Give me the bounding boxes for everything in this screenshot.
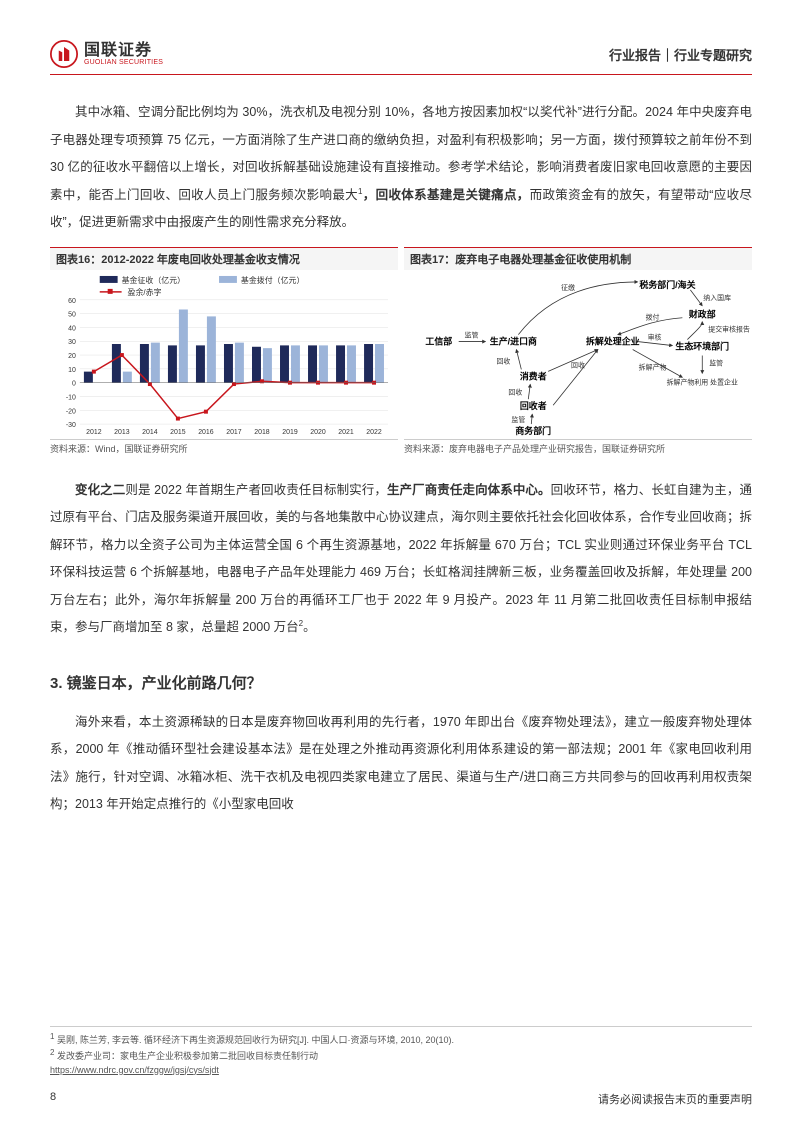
page-header: 国联证券 GUOLIAN SECURITIES 行业报告｜行业专题研究 <box>50 40 752 75</box>
svg-text:2016: 2016 <box>198 429 214 436</box>
svg-text:征缴: 征缴 <box>561 282 575 291</box>
chart-17-title: 图表17：废弃电子电器处理基金征收使用机制 <box>404 247 752 270</box>
svg-text:2019: 2019 <box>282 429 298 436</box>
chart-16-svg: 基金征收（亿元） 基金拨付（亿元） 盈余/赤字 2012 2013 2014 2015… <box>50 270 398 439</box>
logo: 国联证券 GUOLIAN SECURITIES <box>50 40 163 68</box>
chart-row: 图表16：2012-2022 年废电回收处理基金收支情况 基金征收（亿元） 基金… <box>50 247 752 457</box>
paragraph-1: 其中冰箱、空调分配比例均为 30%，洗衣机及电视分别 10%，各地方按因素加权“… <box>50 99 752 237</box>
svg-text:2014: 2014 <box>142 429 158 436</box>
logo-name-cn: 国联证券 <box>84 43 163 59</box>
svg-text:监管: 监管 <box>511 415 525 424</box>
svg-text:20: 20 <box>68 353 76 360</box>
svg-text:拆解产物利用 处置企业: 拆解产物利用 处置企业 <box>667 377 738 386</box>
svg-text:基金拨付（亿元）: 基金拨付（亿元） <box>241 274 305 284</box>
svg-text:纳入国库: 纳入国库 <box>703 292 731 301</box>
svg-text:财政部: 财政部 <box>688 308 716 319</box>
page-number: 8 <box>50 1091 56 1107</box>
footnote-link[interactable]: https://www.ndrc.gov.cn/fzggw/jgsj/cys/s… <box>50 1065 219 1075</box>
chart-16: 图表16：2012-2022 年废电回收处理基金收支情况 基金征收（亿元） 基金… <box>50 247 398 457</box>
svg-text:拆解处理企业: 拆解处理企业 <box>586 335 640 346</box>
logo-name-en: GUOLIAN SECURITIES <box>84 59 163 66</box>
svg-text:10: 10 <box>68 366 76 373</box>
chart-17-source: 资料来源：废弃电器电子产品处理产业研究报告，国联证券研究所 <box>404 440 752 457</box>
svg-text:2013: 2013 <box>114 429 130 436</box>
svg-text:2020: 2020 <box>310 429 326 436</box>
svg-text:拆解产物: 拆解产物 <box>639 362 667 371</box>
footnotes: 1 吴刚, 陈兰芳, 李云等. 循环经济下再生资源规范回收行为研究[J]. 中国… <box>50 1026 752 1078</box>
svg-text:60: 60 <box>68 297 76 304</box>
svg-text:商务部门: 商务部门 <box>515 425 551 436</box>
chart-16-title: 图表16：2012-2022 年废电回收处理基金收支情况 <box>50 247 398 270</box>
svg-text:工信部: 工信部 <box>425 335 452 346</box>
svg-text:盈余/赤字: 盈余/赤字 <box>128 286 162 296</box>
svg-text:0: 0 <box>72 380 76 387</box>
svg-text:2015: 2015 <box>170 429 186 436</box>
svg-text:拨付: 拨付 <box>646 312 660 321</box>
svg-text:回收者: 回收者 <box>520 400 547 411</box>
logo-icon <box>50 40 78 68</box>
svg-text:消费者: 消费者 <box>520 370 547 381</box>
svg-text:2017: 2017 <box>226 429 242 436</box>
chart-17-svg: 税务部门/海关 财政部 工信部 生产/进口商 拆解处理企业 生态环境部门 消费者… <box>404 270 752 439</box>
footer-disclaimer: 请务必阅读报告末页的重要声明 <box>598 1091 752 1107</box>
svg-text:2021: 2021 <box>338 429 354 436</box>
svg-text:审核: 审核 <box>648 332 662 341</box>
svg-text:2022: 2022 <box>366 429 382 436</box>
svg-text:基金征收（亿元）: 基金征收（亿元） <box>122 274 186 284</box>
svg-text:提交审核报告: 提交审核报告 <box>708 324 750 333</box>
paragraph-2: 变化之二则是 2022 年首期生产者回收责任目标制实行，生产厂商责任走向体系中心… <box>50 477 752 642</box>
header-category: 行业报告｜行业专题研究 <box>609 45 752 64</box>
svg-text:2018: 2018 <box>254 429 270 436</box>
chart-16-source: 资料来源：Wind，国联证券研究所 <box>50 440 398 457</box>
svg-text:税务部门/海关: 税务部门/海关 <box>639 278 695 289</box>
svg-text:-10: -10 <box>66 394 76 401</box>
svg-text:回收: 回收 <box>497 356 511 365</box>
svg-text:-30: -30 <box>66 422 76 429</box>
paragraph-3: 海外来看，本土资源稀缺的日本是废弃物回收再利用的先行者，1970 年即出台《废弃… <box>50 709 752 819</box>
svg-text:-20: -20 <box>66 408 76 415</box>
svg-text:30: 30 <box>68 339 76 346</box>
svg-text:生态环境部门: 生态环境部门 <box>675 340 729 351</box>
svg-text:50: 50 <box>68 311 76 318</box>
page-footer: 8 请务必阅读报告末页的重要声明 <box>0 1091 802 1107</box>
svg-text:2012: 2012 <box>86 429 102 436</box>
svg-text:生产/进口商: 生产/进口商 <box>490 335 537 346</box>
chart-17: 图表17：废弃电子电器处理基金征收使用机制 税务部门/海关 财政部 工信部 生产… <box>404 247 752 457</box>
svg-text:40: 40 <box>68 325 76 332</box>
section-3-heading: 3. 镜鉴日本，产业化前路几何？ <box>50 672 752 693</box>
svg-text:监管: 监管 <box>709 358 723 367</box>
svg-text:回收: 回收 <box>508 387 522 396</box>
svg-text:监管: 监管 <box>465 330 479 339</box>
